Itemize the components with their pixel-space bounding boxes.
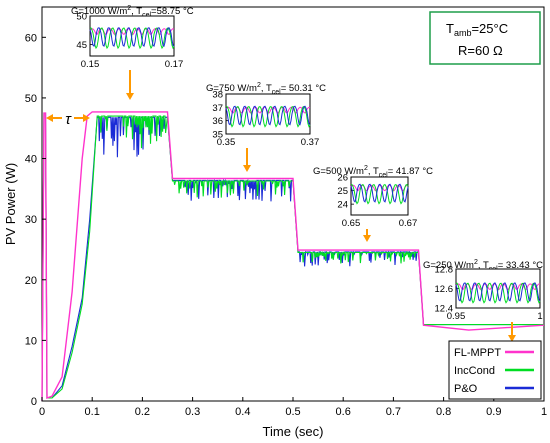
inset-y-tick-label: 36 bbox=[212, 116, 223, 127]
inset-title-part: = 41.87 °C bbox=[388, 166, 433, 177]
inset-series-1 bbox=[350, 184, 409, 205]
y-tick-label: 10 bbox=[25, 335, 37, 347]
inset-title-part: G=250 W/m bbox=[423, 260, 474, 271]
inset-title-part: cel bbox=[379, 172, 388, 179]
y-tick-label: 50 bbox=[25, 93, 37, 105]
inset-title-part: = 50.31 °C bbox=[281, 83, 326, 94]
inset-3: G=250 W/m2, Tcel= 33.43 °C12.812.612.40.… bbox=[423, 259, 543, 342]
inset-title: G=750 W/m2, Tcel= 50.31 °C bbox=[206, 82, 326, 96]
inset-y-tick-label: 35 bbox=[212, 130, 223, 141]
series-layer bbox=[41, 111, 545, 402]
x-tick-label: 0 bbox=[39, 406, 45, 418]
x-tick-label: 0.4 bbox=[235, 406, 250, 418]
inset-title-part: = 33.43 °C bbox=[498, 260, 543, 271]
inset-title-part: 2 bbox=[364, 165, 368, 172]
x-tick-label: 0.7 bbox=[386, 406, 401, 418]
inset-title-part: 2 bbox=[127, 5, 131, 12]
y-tick-label: 60 bbox=[25, 32, 37, 44]
inset-y-tick-label: 24 bbox=[337, 200, 348, 211]
inset-title-part: , T bbox=[478, 260, 489, 271]
inset-x-tick-label: 1 bbox=[537, 311, 542, 322]
inset-x-tick-label: 0.35 bbox=[217, 137, 236, 148]
y-axis-label: PV Power (W) bbox=[3, 163, 18, 245]
series-line-1 bbox=[41, 112, 544, 402]
x-tick-label: 0.9 bbox=[486, 406, 501, 418]
tamb-symbol: T bbox=[446, 21, 454, 36]
inset-y-tick-label: 12.4 bbox=[435, 304, 454, 315]
inset-y-tick-label: 26 bbox=[337, 173, 348, 184]
svg-text:Tamb=25°C: Tamb=25°C bbox=[446, 21, 508, 38]
inset-title-part: 2 bbox=[474, 259, 478, 266]
inset-series-1 bbox=[89, 27, 175, 50]
x-tick-label: 0.2 bbox=[135, 406, 150, 418]
inset-series-2 bbox=[350, 183, 409, 203]
x-tick-label: 1 bbox=[541, 406, 547, 418]
inset-layer: G=1000 W/m2, Tcel=58.75 °C50450.150.17G=… bbox=[71, 5, 543, 342]
inset-arrow-head bbox=[126, 93, 134, 100]
inset-frame bbox=[350, 176, 409, 216]
inset-y-tick-label: 50 bbox=[76, 12, 87, 23]
inset-title-part: G=750 W/m bbox=[206, 83, 257, 94]
inset-title-part: 2 bbox=[257, 82, 261, 89]
inset-arrow-head bbox=[508, 335, 516, 342]
inset-y-tick-label: 12.8 bbox=[435, 265, 454, 276]
x-tick-label: 0.8 bbox=[436, 406, 451, 418]
conditions-box: Tamb=25°C R=60 Ω bbox=[429, 11, 541, 65]
inset-y-tick-label: 38 bbox=[212, 90, 223, 101]
inset-title-part: =58.75 °C bbox=[151, 6, 194, 17]
legend: FL-MPPT IncCond P&O bbox=[448, 340, 542, 400]
legend-label-po: P&O bbox=[454, 383, 478, 395]
inset-series-2 bbox=[225, 105, 311, 126]
inset-title-part: G=500 W/m bbox=[313, 166, 364, 177]
inset-title-part: G=1000 W/m bbox=[71, 6, 127, 17]
inset-y-tick-label: 45 bbox=[76, 40, 87, 51]
inset-title-part: , T bbox=[261, 83, 272, 94]
inset-title-part: , T bbox=[368, 166, 379, 177]
inset-y-tick-label: 12.6 bbox=[435, 284, 454, 295]
tau-label: τ bbox=[65, 111, 72, 128]
inset-series-2 bbox=[89, 27, 175, 48]
inset-series-1 bbox=[455, 282, 541, 304]
y-tick-label: 30 bbox=[25, 214, 37, 226]
inset-x-tick-label: 0.65 bbox=[342, 218, 361, 229]
inset-series-2 bbox=[455, 282, 541, 302]
tamb-sub: amb bbox=[454, 28, 472, 38]
series-line-0 bbox=[41, 111, 545, 402]
x-tick-label: 0.1 bbox=[85, 406, 100, 418]
inset-x-tick-label: 0.17 bbox=[165, 59, 184, 70]
inset-x-tick-label: 0.37 bbox=[301, 137, 320, 148]
y-tick-label: 0 bbox=[31, 396, 37, 408]
y-tick-label: 20 bbox=[25, 275, 37, 287]
inset-x-tick-label: 0.67 bbox=[399, 218, 418, 229]
legend-label-inccond: IncCond bbox=[454, 365, 495, 377]
legend-label-fl-mppt: FL-MPPT bbox=[454, 347, 501, 359]
inset-y-tick-label: 25 bbox=[337, 186, 348, 197]
inset-series-1 bbox=[225, 106, 311, 128]
plot-frame bbox=[41, 6, 545, 402]
inset-x-tick-label: 0.95 bbox=[447, 311, 466, 322]
axis-ticks: 0 0.1 0.2 0.3 0.4 0.5 0.6 0.7 0.8 0.9 101020304050… bbox=[25, 32, 547, 418]
inset-title-part: , T bbox=[131, 6, 142, 17]
inset-arrow-head bbox=[363, 235, 371, 242]
inset-title: G=500 W/m2, Tcel= 41.87 °C bbox=[313, 165, 433, 179]
inset-x-tick-label: 0.15 bbox=[81, 59, 100, 70]
y-tick-label: 40 bbox=[25, 154, 37, 166]
x-tick-label: 0.6 bbox=[336, 406, 351, 418]
tau-annotation: τ bbox=[46, 111, 90, 128]
x-axis-label: Time (sec) bbox=[263, 424, 324, 439]
x-tick-label: 0.5 bbox=[285, 406, 300, 418]
inset-arrow-head bbox=[243, 165, 251, 172]
inset-title-part: cel bbox=[272, 89, 281, 96]
inset-y-tick-label: 37 bbox=[212, 103, 223, 114]
tamb-value: =25°C bbox=[471, 21, 508, 36]
x-tick-label: 0.3 bbox=[185, 406, 200, 418]
resistance-value: R=60 Ω bbox=[458, 43, 503, 58]
